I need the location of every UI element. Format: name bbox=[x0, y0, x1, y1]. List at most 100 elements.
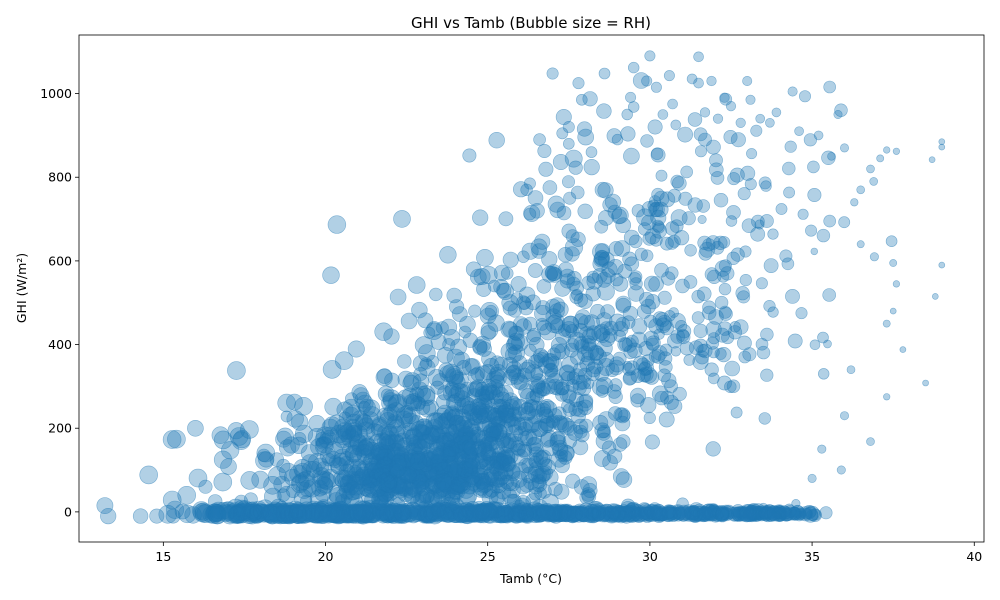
chart-title: GHI vs Tamb (Bubble size = RH) bbox=[411, 14, 651, 32]
data-point bbox=[358, 400, 371, 414]
x-tick-label: 25 bbox=[480, 549, 496, 564]
data-point bbox=[506, 396, 521, 411]
data-point bbox=[545, 264, 563, 282]
data-point bbox=[149, 508, 165, 524]
data-point bbox=[512, 316, 529, 332]
data-point bbox=[510, 276, 527, 293]
data-point bbox=[697, 506, 713, 521]
data-point bbox=[606, 384, 622, 399]
data-point bbox=[299, 495, 313, 508]
data-point bbox=[760, 368, 774, 382]
data-point bbox=[798, 90, 811, 103]
data-point bbox=[699, 241, 716, 258]
data-point bbox=[498, 211, 514, 227]
data-point bbox=[562, 420, 578, 436]
data-point bbox=[523, 207, 537, 221]
data-point bbox=[380, 476, 397, 493]
data-point bbox=[697, 215, 707, 225]
data-point bbox=[167, 429, 186, 449]
data-point bbox=[468, 304, 482, 318]
data-point bbox=[327, 215, 347, 234]
data-point bbox=[644, 434, 660, 450]
data-point bbox=[528, 455, 542, 469]
data-point bbox=[132, 508, 149, 524]
data-point bbox=[565, 473, 581, 489]
data-point bbox=[693, 323, 708, 339]
data-point bbox=[676, 497, 689, 510]
data-point bbox=[572, 77, 585, 90]
data-point bbox=[704, 267, 719, 282]
data-point bbox=[765, 118, 775, 128]
data-point bbox=[650, 81, 662, 93]
data-point bbox=[435, 321, 449, 335]
data-point bbox=[294, 396, 313, 416]
data-point bbox=[536, 319, 553, 336]
data-point bbox=[513, 417, 527, 431]
data-point bbox=[611, 133, 624, 146]
data-point bbox=[594, 219, 609, 234]
data-point bbox=[198, 479, 213, 494]
data-point bbox=[669, 219, 684, 233]
data-point bbox=[533, 351, 550, 368]
data-point bbox=[659, 320, 674, 336]
data-point bbox=[696, 286, 712, 302]
data-point bbox=[876, 154, 885, 163]
data-point bbox=[856, 185, 866, 195]
data-point bbox=[536, 279, 552, 294]
data-point bbox=[745, 94, 756, 105]
data-point bbox=[536, 464, 553, 482]
data-point bbox=[344, 392, 358, 406]
data-point bbox=[750, 226, 766, 242]
data-point bbox=[657, 290, 672, 305]
data-point bbox=[510, 372, 528, 390]
data-point bbox=[484, 304, 498, 318]
data-point bbox=[542, 180, 558, 195]
data-point bbox=[640, 134, 654, 148]
data-point bbox=[575, 309, 591, 326]
data-point bbox=[767, 228, 779, 240]
data-point bbox=[393, 210, 411, 228]
data-point bbox=[165, 508, 181, 524]
data-point bbox=[627, 101, 640, 113]
data-point bbox=[739, 245, 752, 258]
data-point bbox=[547, 195, 565, 213]
data-point bbox=[613, 240, 631, 257]
data-point bbox=[572, 375, 588, 391]
data-point bbox=[882, 319, 891, 328]
data-point bbox=[737, 290, 751, 304]
data-point bbox=[636, 304, 652, 319]
data-point bbox=[517, 250, 530, 263]
data-point bbox=[717, 270, 730, 283]
data-point bbox=[570, 408, 586, 424]
data-point bbox=[791, 498, 801, 508]
data-point bbox=[561, 175, 575, 189]
data-point bbox=[782, 161, 796, 176]
data-point bbox=[823, 214, 837, 228]
data-point bbox=[866, 437, 875, 446]
data-point bbox=[474, 504, 490, 520]
data-point bbox=[654, 262, 669, 278]
data-point bbox=[644, 503, 661, 520]
data-point bbox=[430, 412, 449, 431]
data-point bbox=[725, 100, 737, 112]
data-point bbox=[562, 138, 575, 150]
data-point bbox=[742, 507, 757, 522]
data-point bbox=[644, 369, 660, 385]
data-point bbox=[938, 143, 946, 151]
data-point bbox=[650, 209, 667, 226]
data-point bbox=[684, 244, 697, 257]
data-point bbox=[400, 404, 414, 418]
data-point bbox=[389, 458, 408, 477]
data-point bbox=[805, 224, 818, 237]
data-point bbox=[349, 483, 365, 500]
data-point bbox=[586, 270, 600, 284]
data-point bbox=[462, 148, 477, 163]
data-point bbox=[286, 483, 301, 498]
data-point bbox=[581, 489, 597, 504]
data-point bbox=[233, 430, 252, 449]
data-point bbox=[560, 505, 577, 521]
data-point bbox=[737, 335, 752, 351]
data-point bbox=[850, 198, 859, 207]
data-point bbox=[726, 379, 741, 393]
data-point bbox=[426, 354, 439, 368]
